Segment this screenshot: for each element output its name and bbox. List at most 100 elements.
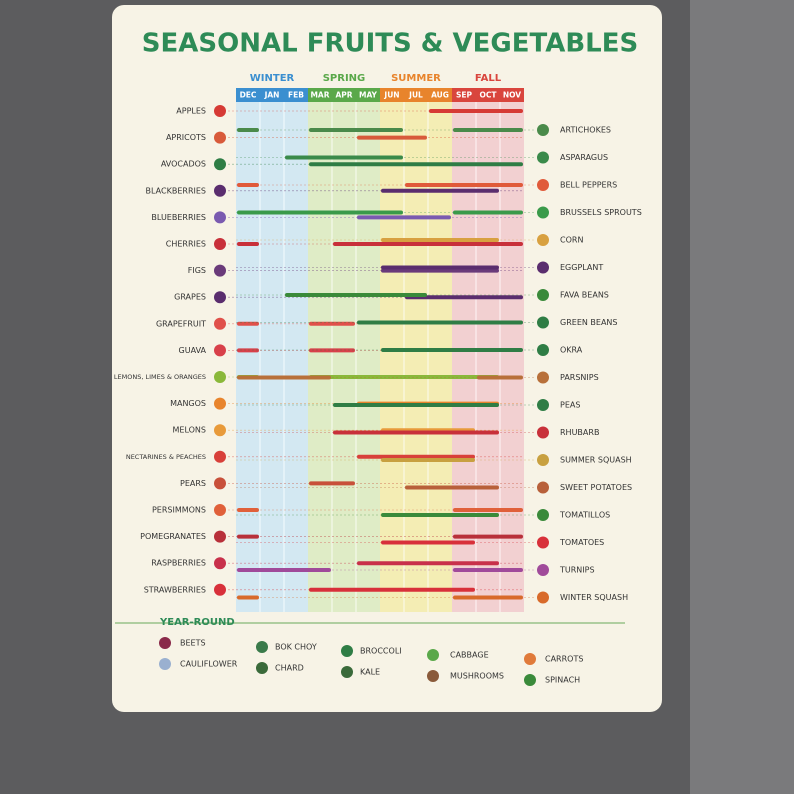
fruit-label: APRICOTS bbox=[166, 133, 206, 142]
fruit-icon bbox=[214, 264, 226, 277]
season-label: WINTER bbox=[250, 73, 295, 84]
year-round-icon bbox=[427, 649, 439, 661]
month-label: JUL bbox=[408, 91, 423, 100]
fruit-label: MANGOS bbox=[170, 399, 206, 408]
month-label: OCT bbox=[480, 91, 498, 100]
month-label: AUG bbox=[431, 91, 449, 100]
fruit-label: GRAPES bbox=[174, 293, 206, 302]
vegetable-label: SWEET POTATOES bbox=[560, 483, 632, 492]
vegetable-icon bbox=[537, 206, 549, 219]
fruit-label: BLUEBERRIES bbox=[151, 213, 206, 222]
fruit-icon bbox=[214, 477, 226, 490]
month-label: DEC bbox=[240, 91, 257, 100]
year-round-icon bbox=[341, 666, 353, 678]
vegetable-icon bbox=[537, 124, 549, 136]
year-round-icon bbox=[524, 674, 536, 686]
year-round-icon bbox=[341, 645, 353, 657]
fruit-label: NECTARINES & PEACHES bbox=[126, 453, 206, 461]
vegetable-label: PEAS bbox=[560, 401, 580, 410]
vegetable-icon bbox=[537, 509, 549, 521]
fruit-label: AVOCADOS bbox=[161, 160, 206, 169]
vegetable-icon bbox=[537, 591, 549, 604]
year-round-item: BROCCOLI bbox=[360, 647, 402, 656]
fruit-label: RASPBERRIES bbox=[151, 559, 206, 568]
year-round-item: SPINACH bbox=[545, 676, 580, 685]
fruit-label: POMEGRANATES bbox=[140, 532, 206, 541]
fruit-icon bbox=[214, 557, 226, 570]
year-round-item: MUSHROOMS bbox=[450, 672, 504, 681]
vegetable-label: PARSNIPS bbox=[560, 373, 599, 382]
fruit-icon bbox=[214, 424, 226, 437]
fruit-icon bbox=[214, 530, 226, 543]
year-round-item: BEETS bbox=[180, 639, 206, 648]
vegetable-icon bbox=[537, 481, 549, 494]
year-round-icon bbox=[256, 662, 268, 674]
fruit-icon bbox=[214, 184, 226, 197]
vegetable-icon bbox=[537, 261, 549, 274]
vegetable-label: WINTER SQUASH bbox=[560, 593, 628, 602]
vegetable-icon bbox=[537, 564, 549, 576]
fruit-label: CHERRIES bbox=[166, 240, 206, 249]
month-label: NOV bbox=[503, 91, 521, 100]
vegetable-label: TOMATOES bbox=[559, 538, 604, 547]
fruit-icon bbox=[214, 450, 226, 463]
year-round-item: CHARD bbox=[275, 664, 304, 673]
month-header bbox=[452, 88, 524, 102]
year-round-icon bbox=[524, 653, 536, 665]
vegetable-icon bbox=[537, 454, 549, 466]
season-label: SPRING bbox=[323, 73, 366, 84]
fruit-icon bbox=[214, 105, 226, 117]
fruit-label: PERSIMMONS bbox=[152, 506, 206, 515]
vegetable-label: FAVA BEANS bbox=[560, 291, 609, 300]
fruit-label: GUAVA bbox=[179, 346, 207, 355]
season-label: SUMMER bbox=[391, 73, 441, 84]
year-round-item: KALE bbox=[360, 668, 380, 677]
year-round-icon bbox=[427, 670, 439, 682]
month-label: MAY bbox=[359, 91, 378, 100]
fruit-label: APPLES bbox=[176, 107, 206, 116]
year-round-icon bbox=[159, 658, 171, 670]
month-label: SEP bbox=[456, 91, 473, 100]
vegetable-label: ASPARAGUS bbox=[560, 153, 608, 162]
month-label: FEB bbox=[288, 91, 304, 100]
month-label: JUN bbox=[383, 91, 399, 100]
vegetable-icon bbox=[537, 289, 549, 301]
vegetable-icon bbox=[537, 536, 549, 549]
vegetable-label: ARTICHOKES bbox=[560, 126, 611, 135]
vegetable-icon bbox=[537, 399, 549, 411]
year-round-icon bbox=[159, 637, 171, 649]
vegetable-label: CORN bbox=[560, 236, 583, 245]
vegetable-icon bbox=[537, 151, 549, 164]
vegetable-icon bbox=[537, 234, 549, 246]
vegetable-icon bbox=[537, 344, 549, 356]
vegetable-label: TURNIPS bbox=[559, 566, 595, 575]
vegetable-label: OKRA bbox=[560, 346, 583, 355]
vegetable-label: SUMMER SQUASH bbox=[560, 456, 632, 465]
vegetable-label: BRUSSELS SPROUTS bbox=[560, 208, 642, 217]
fruit-icon bbox=[214, 238, 226, 250]
fruit-label: GRAPEFRUIT bbox=[156, 319, 206, 328]
fruit-label: MELONS bbox=[173, 426, 207, 435]
month-label: MAR bbox=[310, 91, 329, 100]
month-header bbox=[380, 88, 452, 102]
vegetable-icon bbox=[537, 316, 549, 329]
fruit-label: FIGS bbox=[188, 266, 206, 275]
vegetable-label: EGGPLANT bbox=[560, 263, 603, 272]
fruit-icon bbox=[214, 317, 226, 330]
year-round-item: BOK CHOY bbox=[275, 643, 317, 652]
fruit-icon bbox=[214, 371, 226, 383]
fruit-label: PEARS bbox=[180, 479, 206, 488]
vegetable-icon bbox=[537, 426, 549, 439]
fruit-label: LEMONS, LIMES & ORANGES bbox=[114, 373, 206, 381]
fruit-icon bbox=[214, 131, 226, 144]
fruit-icon bbox=[214, 397, 226, 410]
fruit-icon bbox=[214, 504, 226, 516]
fruit-icon bbox=[214, 291, 226, 304]
vegetable-icon bbox=[537, 371, 549, 384]
month-label: APR bbox=[335, 91, 352, 100]
vegetable-label: TOMATILLOS bbox=[559, 511, 610, 520]
vegetable-icon bbox=[537, 179, 549, 191]
title: SEASONAL FRUITS & VEGETABLES bbox=[142, 29, 638, 59]
season-band bbox=[380, 102, 452, 612]
